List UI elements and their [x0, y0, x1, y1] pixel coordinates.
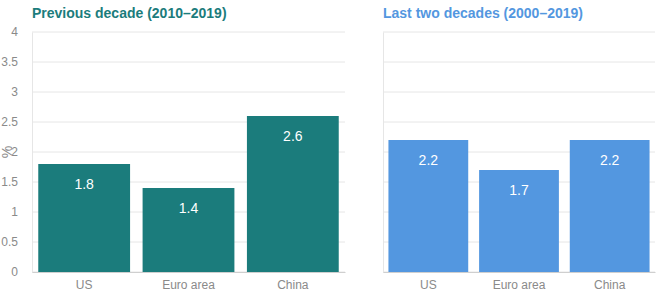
data-label: 1.7: [509, 182, 529, 198]
y-tick-label: 0: [11, 265, 18, 279]
y-tick-label: 2.5: [1, 115, 18, 129]
bars: [388, 140, 649, 272]
bar: [38, 164, 130, 272]
x-tick-label: China: [277, 278, 309, 292]
y-tick: 1: [11, 205, 32, 219]
x-tick: Euro area: [162, 272, 215, 292]
y-tick: 3: [11, 85, 32, 99]
x-tick: US: [76, 272, 93, 292]
data-label: 1.4: [179, 200, 199, 216]
y-tick-label: 3: [11, 85, 18, 99]
bar: [247, 116, 339, 272]
data-label: 2.2: [600, 152, 620, 168]
panel-title: Last two decades (2000–2019): [383, 5, 583, 21]
y-tick: 0: [11, 265, 32, 279]
grid-line: [32, 62, 345, 63]
x-tick: Euro area: [493, 272, 546, 292]
y-tick: 4: [11, 25, 32, 39]
grid-line: [383, 62, 655, 63]
y-tick-label: 0.5: [1, 235, 18, 249]
grid-line: [383, 32, 655, 33]
data-labels: 2.2 1.7 2.2: [419, 152, 620, 198]
y-tick-label: 1.5: [1, 175, 18, 189]
y-axis-line: [32, 33, 33, 273]
y-tick: 1.5: [1, 175, 32, 189]
grid-line: [383, 122, 655, 123]
x-tick: US: [420, 272, 437, 292]
grid-line: [32, 32, 345, 33]
y-tick: 0.5: [1, 235, 32, 249]
x-tick-label: Euro area: [493, 278, 546, 292]
y-tick-label: 1: [11, 205, 18, 219]
panel: Last two decades (2000–2019) US Euro area C…: [383, 5, 656, 292]
y-tick-label: 4: [11, 25, 18, 39]
y-axis: [383, 33, 385, 273]
x-tick: China: [594, 272, 626, 292]
x-tick-label: US: [420, 278, 437, 292]
grid: [32, 32, 345, 272]
y-tick-label: 3.5: [1, 55, 18, 69]
x-axis-line: [33, 272, 346, 273]
data-labels: 1.8 1.4 2.6: [74, 128, 302, 216]
y-tick: 3.5: [1, 55, 32, 69]
x-axis: US Euro area China: [33, 272, 346, 292]
bar: [479, 170, 559, 272]
grid: [383, 32, 655, 272]
x-tick-label: Euro area: [162, 278, 215, 292]
grid-line: [383, 92, 655, 93]
grid-line: [32, 92, 345, 93]
bar: [570, 140, 650, 272]
x-axis-line: [384, 272, 656, 273]
data-label: 2.6: [283, 128, 303, 144]
bar: [388, 140, 468, 272]
x-tick-label: China: [594, 278, 626, 292]
y-tick: 2.5: [1, 115, 32, 129]
data-label: 1.8: [74, 176, 94, 192]
y-axis-line: [383, 33, 384, 273]
bars: [38, 116, 338, 272]
x-tick-label: US: [76, 278, 93, 292]
data-label: 2.2: [419, 152, 439, 168]
x-axis: US Euro area China: [384, 272, 656, 292]
y-axis-title: %: [0, 146, 15, 158]
chart-canvas: Previous decade (2010–2019)00.511.522.53…: [0, 0, 659, 304]
panel: Previous decade (2010–2019)00.511.522.53…: [0, 5, 346, 292]
panel-title: Previous decade (2010–2019): [32, 5, 227, 21]
bar: [143, 188, 235, 272]
x-tick: China: [277, 272, 309, 292]
